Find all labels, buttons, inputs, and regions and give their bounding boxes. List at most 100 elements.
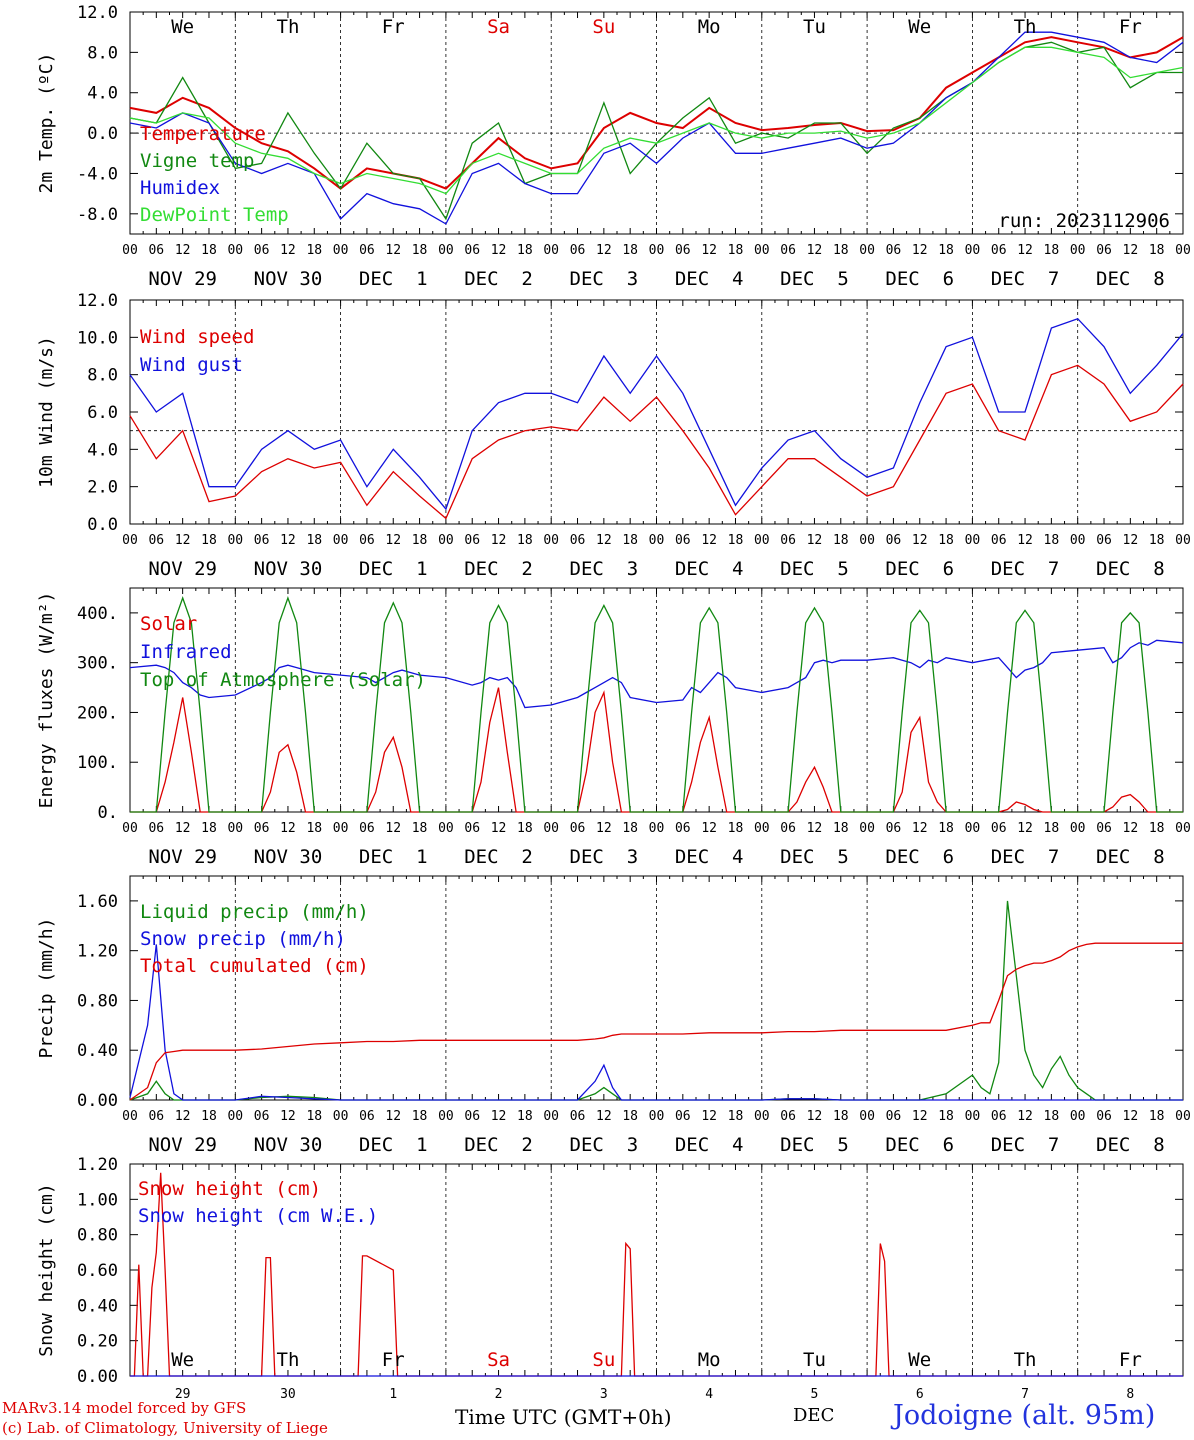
hour-tick-label: 00 bbox=[965, 1109, 981, 1124]
y-tick-label: 100. bbox=[77, 753, 118, 773]
hour-tick-label: 00 bbox=[227, 533, 243, 548]
date-label: DEC 3 bbox=[570, 846, 639, 868]
hour-tick-label: 12 bbox=[912, 533, 928, 548]
hour-tick-label: 12 bbox=[807, 1109, 823, 1124]
date-label: NOV 30 bbox=[254, 846, 323, 868]
y-tick-label: 0.0 bbox=[87, 124, 118, 144]
hour-tick-label: 00 bbox=[1070, 821, 1086, 836]
legend-entry: Vigne temp bbox=[140, 150, 254, 172]
date-label: DEC 7 bbox=[991, 846, 1060, 868]
hour-tick-label: 12 bbox=[491, 243, 507, 258]
hour-tick-label: 06 bbox=[570, 1109, 586, 1124]
hour-tick-label: 18 bbox=[517, 243, 533, 258]
hour-tick-label: 18 bbox=[833, 821, 849, 836]
hour-tick-label: 00 bbox=[122, 821, 138, 836]
hour-tick-label: 18 bbox=[728, 533, 744, 548]
hour-tick-label: 12 bbox=[912, 243, 928, 258]
hour-tick-label: 18 bbox=[728, 821, 744, 836]
day-number-label: 7 bbox=[1021, 1387, 1029, 1402]
hour-tick-label: 00 bbox=[333, 1109, 349, 1124]
weekday-label: Fr bbox=[1119, 16, 1142, 38]
hour-tick-label: 06 bbox=[675, 533, 691, 548]
date-label: DEC 3 bbox=[570, 558, 639, 580]
hour-tick-label: 12 bbox=[280, 821, 296, 836]
y-tick-label: -4.0 bbox=[77, 164, 118, 184]
y-tick-label: 4.0 bbox=[87, 84, 118, 104]
weekday-label-bottom: We bbox=[908, 1349, 931, 1371]
legend-entry: DewPoint Temp bbox=[140, 204, 289, 226]
day-number-label: 3 bbox=[600, 1387, 608, 1402]
hour-tick-label: 06 bbox=[254, 1109, 270, 1124]
hour-tick-label: 12 bbox=[1123, 821, 1139, 836]
hour-tick-label: 18 bbox=[412, 821, 428, 836]
hour-tick-label: 06 bbox=[570, 243, 586, 258]
station-title: Jodoigne (alt. 95m) bbox=[893, 1400, 1156, 1431]
hour-tick-label: 06 bbox=[991, 533, 1007, 548]
y-tick-label: 0.80 bbox=[77, 1226, 118, 1246]
hour-tick-label: 12 bbox=[701, 1109, 717, 1124]
y-tick-label: 1.20 bbox=[77, 1155, 118, 1175]
hour-tick-label: 00 bbox=[438, 243, 454, 258]
day-number-label: 2 bbox=[495, 1387, 503, 1402]
hour-tick-label: 18 bbox=[412, 533, 428, 548]
day-number-label: 6 bbox=[916, 1387, 924, 1402]
hour-tick-label: 06 bbox=[1096, 821, 1112, 836]
hour-tick-label: 00 bbox=[227, 1109, 243, 1124]
hour-tick-label: 06 bbox=[148, 1109, 164, 1124]
hour-tick-label: 12 bbox=[385, 243, 401, 258]
series-line-snow-precip-mm-h bbox=[129, 944, 1183, 1101]
hour-tick-label: 18 bbox=[938, 533, 954, 548]
legend-entry: Infrared bbox=[140, 641, 232, 663]
model-credit: MARv3.14 model forced by GFS bbox=[2, 1399, 247, 1417]
date-label: DEC 8 bbox=[1096, 1134, 1165, 1156]
date-label: DEC 8 bbox=[1096, 558, 1165, 580]
y-tick-label: 1.20 bbox=[77, 942, 118, 962]
panel-5: 1.20 1.00 0.80 0.60 0.40 0.20 0.00 Snow height … bbox=[36, 1155, 1184, 1387]
date-label: DEC 6 bbox=[885, 558, 954, 580]
hour-tick-label: 18 bbox=[1044, 243, 1060, 258]
hour-tick-label: 12 bbox=[175, 243, 191, 258]
date-label: DEC 8 bbox=[1096, 268, 1165, 290]
hour-tick-label: 00 bbox=[122, 533, 138, 548]
hour-tick-label: 00 bbox=[1175, 821, 1191, 836]
weekday-label: Mo bbox=[698, 16, 721, 38]
date-label: DEC 6 bbox=[885, 1134, 954, 1156]
day-number-label: 8 bbox=[1126, 1387, 1134, 1402]
hour-tick-label: 12 bbox=[280, 533, 296, 548]
series-line-total-cumulated-cm bbox=[129, 942, 1183, 1101]
hour-tick-label: 00 bbox=[859, 243, 875, 258]
legend-entry: Wind speed bbox=[140, 326, 254, 348]
hour-tick-label: 00 bbox=[227, 243, 243, 258]
hour-tick-label: 00 bbox=[649, 533, 665, 548]
hour-tick-label: 12 bbox=[596, 821, 612, 836]
date-label: DEC 1 bbox=[359, 558, 428, 580]
hour-tick-label: 12 bbox=[807, 821, 823, 836]
y-tick-label: 8.0 bbox=[87, 366, 118, 386]
hour-tick-label: 00 bbox=[754, 533, 770, 548]
y-tick-label: 8.0 bbox=[87, 43, 118, 63]
date-label: DEC 1 bbox=[359, 268, 428, 290]
panel-3: 400. 300. 200. 100. 0. Energy fluxes (W/m²) 00… bbox=[36, 587, 1191, 868]
hour-tick-label: 18 bbox=[833, 533, 849, 548]
legend-entry: Top of Atmosphere (Solar) bbox=[140, 669, 426, 691]
weekday-label: Sa bbox=[487, 16, 510, 38]
hour-tick-label: 00 bbox=[754, 243, 770, 258]
weekday-label-bottom: Fr bbox=[382, 1349, 405, 1371]
hour-tick-label: 06 bbox=[675, 1109, 691, 1124]
hour-tick-label: 12 bbox=[385, 1109, 401, 1124]
panel-4: 1.60 1.20 0.80 0.40 0.00 Precip (mm/h) 00 06 12 1… bbox=[36, 875, 1191, 1156]
hour-tick-label: 06 bbox=[780, 243, 796, 258]
weekday-label: Su bbox=[592, 16, 615, 38]
hour-tick-label: 18 bbox=[517, 821, 533, 836]
hour-tick-label: 06 bbox=[570, 533, 586, 548]
hour-tick-label: 06 bbox=[780, 533, 796, 548]
x-axis-title: Time UTC (GMT+0h) bbox=[455, 1405, 672, 1429]
hour-tick-label: 12 bbox=[596, 1109, 612, 1124]
weekday-label-bottom: Su bbox=[592, 1349, 615, 1371]
series-line-top-of-atmosphere-solar bbox=[130, 596, 1183, 813]
hour-tick-label: 12 bbox=[1123, 243, 1139, 258]
hour-tick-label: 18 bbox=[306, 1109, 322, 1124]
hour-tick-label: 18 bbox=[622, 533, 638, 548]
date-label: DEC 3 bbox=[570, 268, 639, 290]
y-tick-label: 200. bbox=[77, 703, 118, 723]
